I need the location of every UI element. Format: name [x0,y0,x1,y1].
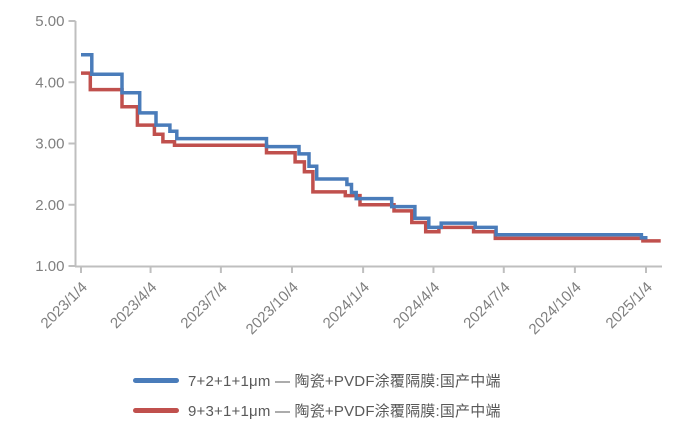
legend: 7+2+1+1μm — 陶瓷+PVDF涂覆隔膜:国产中端 9+3+1+1μm —… [0,370,686,421]
x-tick-label: 2023/7/4 [177,279,230,332]
x-tick-label: 2024/10/4 [526,279,585,338]
x-tick-label: 2023/1/4 [38,279,91,332]
y-tick-label: 3.00 [35,136,64,153]
legend-item-series-0: 7+2+1+1μm — 陶瓷+PVDF涂覆隔膜:国产中端 [133,370,553,391]
step-line-chart: 5.00 4.00 3.00 2.00 1.00 2023/1/4 2023/4/4 2023… [35,13,662,338]
y-tick-label: 5.00 [35,13,64,30]
x-tick-label: 2025/1/4 [603,279,656,332]
legend-label-series-0: 7+2+1+1μm — 陶瓷+PVDF涂覆隔膜:国产中端 [188,373,501,390]
x-tick-label: 2024/4/4 [390,279,443,332]
x-tick-label: 2023/10/4 [243,279,302,338]
series-line-1 [81,71,661,243]
legend-swatch-red-line [133,408,179,413]
legend-label-series-1: 9+3+1+1μm — 陶瓷+PVDF涂覆隔膜:国产中端 [188,403,501,420]
y-tick-label: 2.00 [35,197,64,214]
legend-item-series-1: 9+3+1+1μm — 陶瓷+PVDF涂覆隔膜:国产中端 [133,400,553,421]
x-tick-label: 2023/4/4 [107,279,160,332]
legend-swatch-blue-line [133,378,179,383]
series-line-0 [81,52,648,240]
x-tick-label: 2024/1/4 [320,279,373,332]
y-tick-label: 4.00 [35,74,64,91]
x-tick-label: 2024/7/4 [460,279,513,332]
y-tick-label: 1.00 [35,258,64,275]
